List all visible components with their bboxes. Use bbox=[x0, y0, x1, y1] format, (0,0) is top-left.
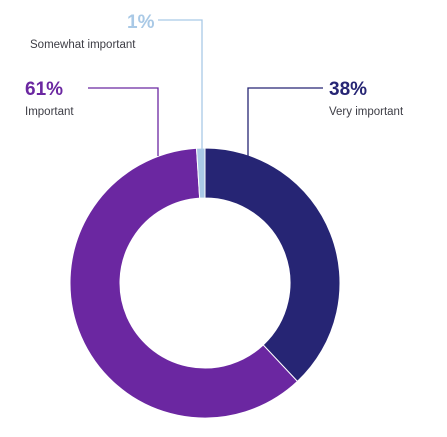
somewhat-important-category-label: Somewhat important bbox=[30, 39, 136, 51]
important-percent-label: 61% bbox=[25, 79, 63, 100]
somewhat-important-percent-label: 1% bbox=[127, 12, 155, 33]
labels-layer: 38% Very important 61% Important 1% Some… bbox=[25, 12, 404, 118]
important-category-label: Important bbox=[25, 106, 74, 118]
slice-very-important bbox=[204, 147, 341, 383]
very-important-percent-label: 38% bbox=[329, 79, 367, 100]
very-important-leader-line bbox=[247, 87, 323, 156]
slice-important bbox=[69, 147, 299, 419]
very-important-category-label: Very important bbox=[329, 106, 404, 118]
slice-somewhat-important bbox=[195, 147, 206, 199]
important-leader-line bbox=[88, 87, 159, 156]
somewhat-important-leader-line bbox=[158, 19, 203, 150]
slices-layer bbox=[69, 147, 341, 419]
leaders-layer bbox=[88, 19, 323, 156]
